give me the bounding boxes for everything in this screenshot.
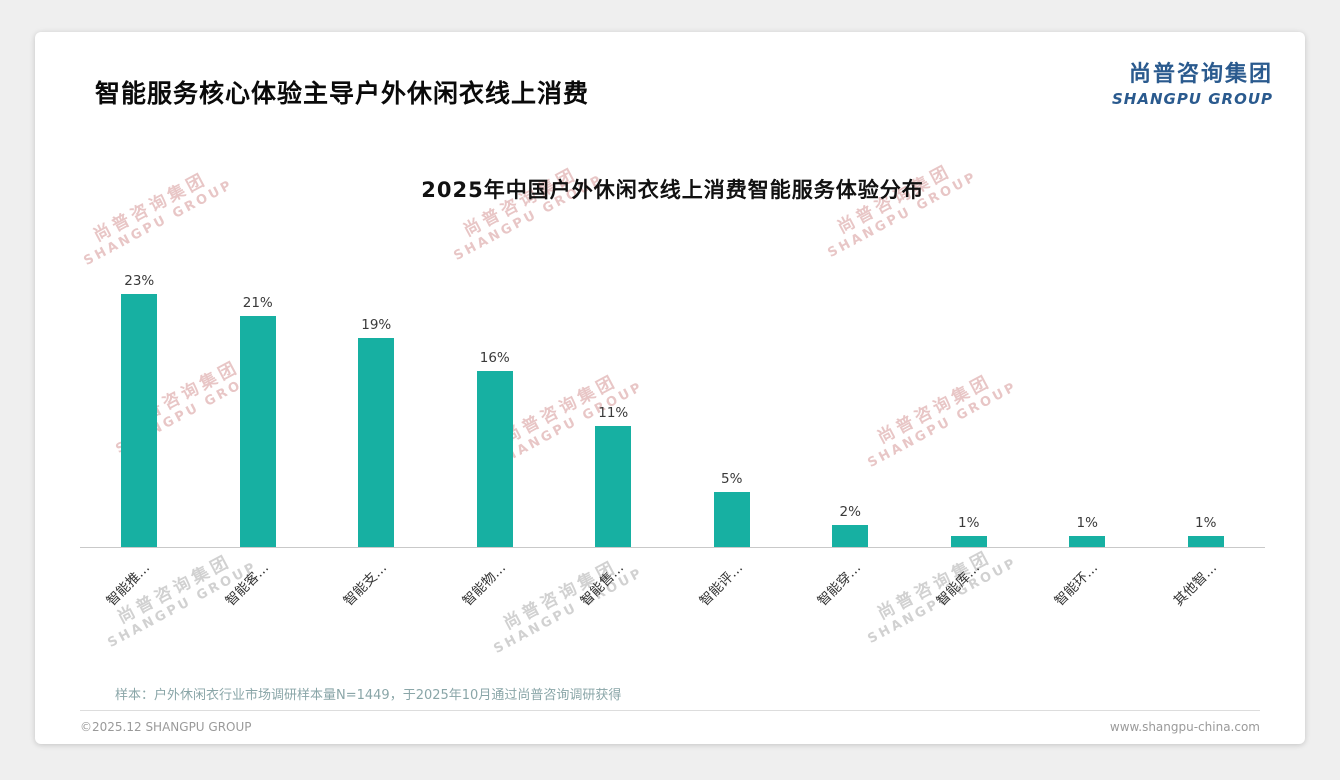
x-tick-label: 智能穿… (814, 559, 865, 610)
bar (1069, 536, 1106, 547)
x-tick-label: 其他智… (1170, 559, 1220, 610)
watermark: 尚普咨询集团 SHANGPU GROUP (440, 150, 606, 264)
x-tick-group: 智能穿… (791, 547, 910, 642)
x-tick-label: 智能库… (933, 559, 983, 610)
logo-chinese-text: 尚普咨询集团 (1128, 62, 1273, 87)
bar (476, 371, 513, 547)
bar (832, 525, 869, 547)
bar (950, 536, 987, 547)
bar-group: 16% (436, 350, 555, 547)
bar-chart: 23% 21% 19% 16% 11% 5% 2% 1% 1% 1% (80, 257, 1265, 548)
slide-card: 智能服务核心体验主导户外休闲衣线上消费 尚普咨询集团 SHANGPU GROUP… (35, 32, 1305, 744)
watermark: 尚普咨询集团 SHANGPU GROUP (70, 155, 236, 269)
bar-group: 5% (673, 471, 792, 547)
x-tick-label: 智能推… (103, 559, 154, 610)
x-tick-group: 智能客… (199, 547, 318, 642)
page-title: 智能服务核心体验主导户外休闲衣线上消费 (95, 79, 590, 108)
x-tick-label: 智能物… (459, 559, 509, 610)
bar-value-label: 2% (839, 504, 861, 520)
bar-value-label: 1% (1076, 515, 1098, 531)
sample-note: 样本：户外休闲衣行业市场调研样本量N=1449，于2025年10月通过尚普咨询调… (115, 688, 622, 703)
bar (713, 492, 750, 547)
bar-value-label: 19% (361, 317, 392, 333)
bar-group: 1% (1147, 515, 1266, 547)
x-tick-label: 智能支… (340, 559, 391, 610)
footer-website: www.shangpu-china.com (1109, 720, 1260, 734)
x-tick-label: 智能评… (696, 559, 746, 610)
bar-value-label: 1% (958, 515, 980, 531)
bar-group: 1% (910, 515, 1029, 547)
bar-group: 19% (317, 317, 436, 547)
x-tick-group: 其他智… (1147, 547, 1266, 642)
x-tick-group: 智能售… (554, 547, 673, 642)
footer-copyright: ©2025.12 SHANGPU GROUP (80, 720, 252, 734)
x-tick-group: 智能环… (1028, 547, 1147, 642)
bar-group: 1% (1028, 515, 1147, 547)
x-tick-group: 智能库… (910, 547, 1029, 642)
x-axis-labels: 智能推… 智能客… 智能支… 智能物… 智能售… 智能评… 智能穿… 智能库… 智能环… 其他智… (80, 547, 1265, 642)
bar (239, 316, 276, 547)
watermark: 尚普咨询集团 SHANGPU GROUP (814, 147, 980, 261)
bar-value-label: 21% (242, 295, 273, 311)
bar (595, 426, 632, 547)
bar (358, 338, 395, 547)
watermark-chinese-text: 尚普咨询集团 (90, 169, 211, 246)
bar (1187, 536, 1224, 547)
footer: ©2025.12 SHANGPU GROUP www.shangpu-china… (80, 710, 1260, 734)
bar-group: 23% (80, 273, 199, 547)
bar-value-label: 23% (124, 273, 155, 289)
bar-value-label: 11% (598, 405, 629, 421)
x-tick-label: 智能客… (222, 559, 272, 610)
bar-value-label: 5% (721, 471, 743, 487)
bar-group: 2% (791, 504, 910, 547)
company-logo: 尚普咨询集团 SHANGPU GROUP (1112, 56, 1273, 108)
x-tick-group: 智能支… (317, 547, 436, 642)
bar-value-label: 1% (1195, 515, 1217, 531)
x-tick-group: 智能推… (80, 547, 199, 642)
bar-group: 11% (554, 405, 673, 547)
x-tick-label: 智能环… (1051, 559, 1102, 610)
x-tick-group: 智能物… (436, 547, 555, 642)
x-tick-label: 智能售… (577, 559, 628, 610)
bar-value-label: 16% (479, 350, 510, 366)
logo-english-text: SHANGPU GROUP (1111, 90, 1273, 108)
chart-title: 2025年中国户外休闲衣线上消费智能服务体验分布 (421, 178, 924, 202)
x-tick-group: 智能评… (673, 547, 792, 642)
bar (121, 294, 158, 547)
bar-group: 21% (199, 295, 318, 547)
